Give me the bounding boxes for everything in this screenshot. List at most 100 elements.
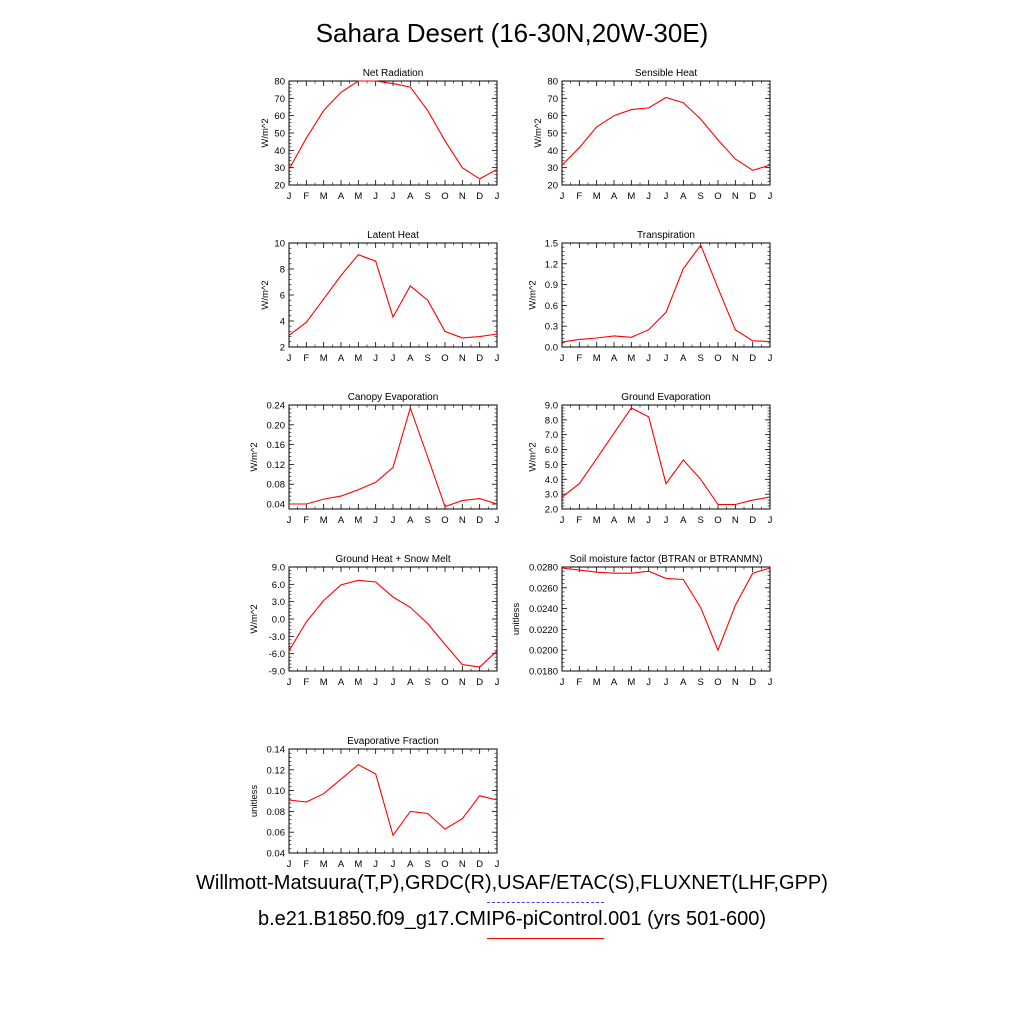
x-tick-label: M xyxy=(320,353,328,364)
x-tick-label: N xyxy=(459,191,466,202)
x-tick-label: J xyxy=(646,191,651,202)
y-tick-label: 10 xyxy=(274,239,285,250)
x-tick-label: D xyxy=(476,677,483,688)
x-tick-label: S xyxy=(424,859,430,870)
x-tick-label: M xyxy=(320,859,328,870)
x-tick-label: J xyxy=(287,353,292,364)
x-tick-label: O xyxy=(441,191,448,202)
legend-label-observations: Willmott-Matsuura(T,P),GRDC(R),USAF/ETAC… xyxy=(196,872,828,894)
x-tick-label: J xyxy=(391,677,396,688)
y-tick-label: 0.6 xyxy=(545,301,558,312)
y-tick-label: 50 xyxy=(274,129,285,140)
y-tick-label: 9.0 xyxy=(272,563,285,574)
x-tick-label: F xyxy=(303,677,309,688)
x-tick-label: J xyxy=(560,353,565,364)
x-tick-label: J xyxy=(495,859,500,870)
x-tick-label: S xyxy=(424,191,430,202)
panel-title: Soil moisture factor (BTRAN or BTRANMN) xyxy=(570,554,763,565)
x-tick-label: D xyxy=(749,191,756,202)
x-tick-label: F xyxy=(576,677,582,688)
y-tick-label: 70 xyxy=(274,94,285,105)
x-tick-label: A xyxy=(680,677,687,688)
panel-title: Evaporative Fraction xyxy=(347,736,439,747)
x-tick-label: A xyxy=(680,191,687,202)
x-tick-label: O xyxy=(441,353,448,364)
y-axis-label: W/m^2 xyxy=(260,118,271,147)
x-tick-label: O xyxy=(441,677,448,688)
x-tick-label: M xyxy=(593,353,601,364)
y-tick-label: 0.08 xyxy=(267,480,286,491)
x-tick-label: A xyxy=(611,677,618,688)
y-tick-label: 0.04 xyxy=(267,500,286,511)
x-tick-label: N xyxy=(732,515,739,526)
x-tick-label: N xyxy=(459,677,466,688)
x-tick-label: J xyxy=(664,677,669,688)
y-tick-label: 0.0240 xyxy=(529,604,558,615)
panel-title: Net Radiation xyxy=(363,68,424,79)
series-line-model xyxy=(289,406,498,508)
x-tick-label: N xyxy=(732,677,739,688)
y-tick-label: 0.20 xyxy=(267,420,286,431)
y-axis-label: unitless xyxy=(249,785,260,817)
x-tick-label: F xyxy=(576,515,582,526)
y-tick-label: 0.12 xyxy=(267,460,286,471)
y-tick-label: 0.14 xyxy=(267,745,286,756)
x-tick-label: J xyxy=(646,677,651,688)
x-tick-label: A xyxy=(338,191,345,202)
x-tick-label: A xyxy=(407,353,414,364)
y-tick-label: 50 xyxy=(547,129,558,140)
y-tick-label: 0.12 xyxy=(267,765,286,776)
plot-frame xyxy=(561,566,771,672)
x-tick-label: A xyxy=(680,353,687,364)
plot-frame xyxy=(288,242,498,348)
x-tick-label: O xyxy=(714,191,721,202)
y-tick-label: 8.0 xyxy=(545,415,558,426)
x-tick-label: N xyxy=(732,353,739,364)
x-tick-label: N xyxy=(459,353,466,364)
x-tick-label: J xyxy=(373,191,378,202)
panel-title: Ground Evaporation xyxy=(621,392,711,403)
x-tick-label: J xyxy=(646,515,651,526)
x-tick-label: J xyxy=(768,677,773,688)
x-tick-label: F xyxy=(576,191,582,202)
panel-title: Latent Heat xyxy=(367,230,419,241)
y-axis-label: W/m^2 xyxy=(249,604,260,633)
x-tick-label: A xyxy=(407,515,414,526)
x-tick-label: M xyxy=(627,677,635,688)
y-tick-label: 80 xyxy=(274,77,285,88)
legend-swatch-observations xyxy=(487,902,604,903)
x-tick-label: M xyxy=(627,191,635,202)
x-tick-label: A xyxy=(338,677,345,688)
y-tick-label: 0.16 xyxy=(267,440,286,451)
legend-label-model: b.e21.B1850.f09_g17.CMIP6-piControl.001 … xyxy=(257,908,767,930)
y-tick-label: 60 xyxy=(547,111,558,122)
y-tick-label: 7.0 xyxy=(545,430,558,441)
series-line-model xyxy=(288,254,498,339)
x-tick-label: N xyxy=(459,859,466,870)
x-tick-label: A xyxy=(680,515,687,526)
panel-7: Soil moisture factor (BTRAN or BTRANMN) J… xyxy=(511,554,773,688)
plot-frame xyxy=(288,404,498,510)
x-tick-label: M xyxy=(354,859,362,870)
x-tick-label: J xyxy=(768,353,773,364)
x-tick-label: J xyxy=(495,191,500,202)
x-tick-label: M xyxy=(354,191,362,202)
plot-frame xyxy=(561,80,771,186)
y-tick-label: 1.2 xyxy=(545,259,558,270)
x-tick-label: O xyxy=(441,515,448,526)
x-tick-label: D xyxy=(749,677,756,688)
x-tick-label: J xyxy=(391,859,396,870)
x-tick-label: J xyxy=(768,191,773,202)
y-tick-label: 0.9 xyxy=(545,280,558,291)
x-tick-label: A xyxy=(611,515,618,526)
y-tick-label: 6.0 xyxy=(545,445,558,456)
x-tick-label: A xyxy=(338,515,345,526)
y-tick-label: 40 xyxy=(547,146,558,157)
y-tick-label: 30 xyxy=(547,163,558,174)
x-tick-label: J xyxy=(664,353,669,364)
